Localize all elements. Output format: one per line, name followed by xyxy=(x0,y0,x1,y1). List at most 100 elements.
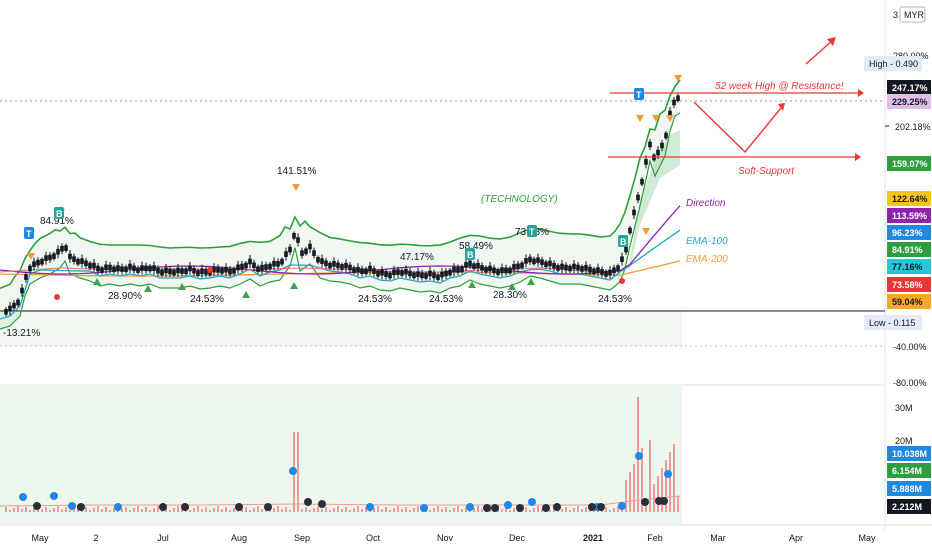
price-axis-tick: 202.18% xyxy=(895,122,931,132)
candle-body xyxy=(236,264,240,271)
sell-signal-marker[interactable] xyxy=(652,115,660,122)
volume-bar xyxy=(317,506,319,512)
volume-dot-dark[interactable] xyxy=(597,503,605,511)
volume-dot-blue[interactable] xyxy=(366,503,374,511)
volume-bar xyxy=(353,508,355,512)
candle-body xyxy=(636,194,640,201)
volume-dot-blue[interactable] xyxy=(68,502,76,510)
warning-dot[interactable] xyxy=(54,294,60,300)
volume-bar xyxy=(641,448,643,512)
breakout-arrowhead xyxy=(827,37,836,46)
candle-body xyxy=(348,264,352,271)
pct-annotation: 28.90% xyxy=(108,291,142,302)
sell-signal-marker[interactable] xyxy=(666,115,674,122)
signal-badge-t[interactable]: T xyxy=(24,227,34,239)
candle-body xyxy=(96,265,100,272)
candle-body xyxy=(160,269,164,276)
volume-bar xyxy=(105,507,107,512)
buy-signal-marker[interactable] xyxy=(527,278,535,285)
buy-signal-marker[interactable] xyxy=(93,278,101,285)
currency-badge[interactable]: MYR xyxy=(899,6,926,23)
volume-dot-dark[interactable] xyxy=(660,497,668,505)
signal-badge-t[interactable]: T xyxy=(527,225,537,237)
volume-dot-dark[interactable] xyxy=(588,503,596,511)
volume-dot-dark[interactable] xyxy=(304,498,312,506)
volume-dot-dark[interactable] xyxy=(542,504,550,512)
volume-dot-dark[interactable] xyxy=(264,503,272,511)
signal-badge-t[interactable]: T xyxy=(634,88,644,100)
candle-body xyxy=(340,264,344,270)
volume-dot-dark[interactable] xyxy=(641,498,649,506)
candle-body xyxy=(392,269,396,276)
volume-dot-blue[interactable] xyxy=(114,503,122,511)
price-tag-bg xyxy=(887,156,931,171)
candle-body xyxy=(464,262,468,268)
volume-dot-blue[interactable] xyxy=(466,503,474,511)
warning-dot[interactable] xyxy=(207,267,213,273)
volume-dot-dark[interactable] xyxy=(516,504,524,512)
volume-tag-bg xyxy=(887,481,931,496)
volume-bar xyxy=(261,509,263,512)
volume-dot-blue[interactable] xyxy=(528,498,536,506)
candle-body xyxy=(492,267,496,274)
volume-dot-dark[interactable] xyxy=(33,502,41,510)
signal-badge-b[interactable]: B xyxy=(54,207,64,219)
volume-dot-blue[interactable] xyxy=(289,467,297,475)
volume-dot-dark[interactable] xyxy=(318,500,326,508)
volume-dot-blue[interactable] xyxy=(50,492,58,500)
volume-bar xyxy=(101,509,103,512)
candle-body xyxy=(80,258,84,264)
volume-bar xyxy=(673,444,675,512)
buy-signal-marker[interactable] xyxy=(242,291,250,298)
buy-signal-marker[interactable] xyxy=(468,281,476,288)
time-axis-tick: Jul xyxy=(157,533,169,543)
sell-signal-marker[interactable] xyxy=(674,75,682,82)
volume-dot-dark[interactable] xyxy=(77,503,85,511)
volume-tag-bg xyxy=(887,446,931,461)
volume-dot-blue[interactable] xyxy=(618,502,626,510)
volume-dot-blue[interactable] xyxy=(504,501,512,509)
volume-dot-dark[interactable] xyxy=(159,503,167,511)
projection-path-arrowhead xyxy=(778,103,785,111)
buy-signal-marker[interactable] xyxy=(508,283,516,290)
buy-signal-marker[interactable] xyxy=(290,282,298,289)
volume-dot-dark[interactable] xyxy=(181,503,189,511)
volume-bar xyxy=(625,480,627,512)
sell-signal-marker[interactable] xyxy=(642,228,650,235)
volume-bar xyxy=(29,510,31,512)
warning-dot[interactable] xyxy=(619,278,625,284)
sell-signal-marker[interactable] xyxy=(636,115,644,122)
candle-body xyxy=(504,267,508,274)
price-tag-bg xyxy=(887,225,931,240)
candle-body xyxy=(276,261,280,267)
volume-bar xyxy=(257,506,259,512)
volume-dot-dark[interactable] xyxy=(553,503,561,511)
time-axis-tick: Mar xyxy=(710,533,726,543)
sell-signal-marker[interactable] xyxy=(292,184,300,191)
sell-signal-marker[interactable] xyxy=(27,253,35,260)
volume-bar xyxy=(177,506,179,512)
buy-signal-marker[interactable] xyxy=(178,283,186,290)
volume-bar xyxy=(649,440,651,512)
volume-dot-blue[interactable] xyxy=(664,470,672,478)
volume-dot-blue[interactable] xyxy=(19,493,27,501)
time-axis[interactable]: May 2 Jul Aug Sep Oct Nov Dec 2021 Feb Mar Apr May xyxy=(31,533,876,543)
buy-signal-marker[interactable] xyxy=(144,285,152,292)
candle-body xyxy=(672,99,676,106)
volume-dot-dark[interactable] xyxy=(491,504,499,512)
volume-dot-blue[interactable] xyxy=(635,452,643,460)
signal-badge-b[interactable]: B xyxy=(618,235,628,247)
pct-annotation: 47.17% xyxy=(400,252,434,263)
volume-dot-dark[interactable] xyxy=(235,503,243,511)
time-axis-tick: Apr xyxy=(789,533,803,543)
signal-badge-b[interactable]: B xyxy=(465,248,475,260)
volume-dot-blue[interactable] xyxy=(420,504,428,512)
volume-bar xyxy=(17,506,19,512)
volume-bar xyxy=(397,506,399,512)
volume-tag-bg xyxy=(887,499,931,514)
price-tag-label: 229.25% xyxy=(892,97,928,107)
volume-dot-dark[interactable] xyxy=(483,504,491,512)
volume-bar xyxy=(21,509,23,512)
volume-bar xyxy=(137,506,139,512)
